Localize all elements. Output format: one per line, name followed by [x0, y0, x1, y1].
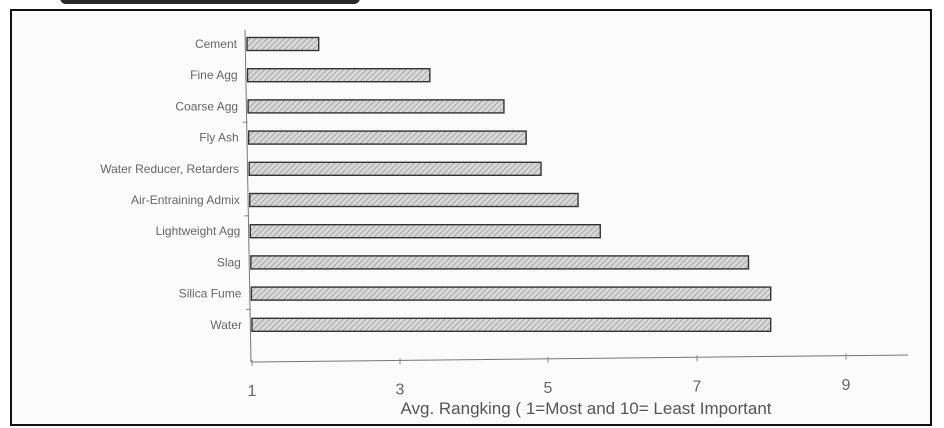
category-label: Slag [217, 255, 241, 269]
category-label: Water [210, 318, 242, 332]
bar-slag [250, 255, 750, 270]
x-tick-label: 3 [396, 382, 405, 399]
x-tick-label: 7 [693, 379, 702, 396]
x-tick-label: 1 [248, 383, 257, 400]
category-label: Silica Fume [179, 287, 242, 301]
category-label: Fly Ash [199, 131, 238, 145]
y-axis-line [244, 29, 252, 363]
cropped-heading-remnant [0, 0, 944, 9]
bar-fly-ash [247, 130, 527, 145]
bar-air-entraining-admix [249, 192, 579, 208]
bar-water [251, 317, 772, 332]
category-label: Lightweight Agg [156, 224, 241, 238]
category-label: Cement [195, 37, 238, 51]
bar-cement [246, 36, 320, 52]
category-label: Air-Entraining Admix [131, 193, 240, 207]
category-labels: Cement Fine Agg Coarse Agg Fly Ash Water Red… [100, 37, 242, 332]
x-axis-label: Avg. Rangking ( 1=Most and 10= Least Imp… [400, 399, 771, 418]
category-label: Coarse Agg [175, 99, 238, 113]
x-tick-labels: 1 3 5 7 9 [248, 377, 851, 400]
x-tick-label: 9 [842, 377, 851, 394]
bar-silica-fume [250, 286, 772, 301]
category-label: Fine Agg [190, 68, 237, 82]
bar-fine-agg [246, 67, 431, 83]
bar-lightweight-agg [249, 223, 601, 239]
bars [246, 36, 772, 332]
bar-water-reducer-retarders [248, 161, 542, 177]
x-tick-label: 5 [544, 380, 553, 397]
category-label: Water Reducer, Retarders [100, 162, 239, 176]
axes [242, 29, 909, 366]
x-axis-line [250, 354, 909, 363]
bar-coarse-agg [247, 99, 505, 114]
